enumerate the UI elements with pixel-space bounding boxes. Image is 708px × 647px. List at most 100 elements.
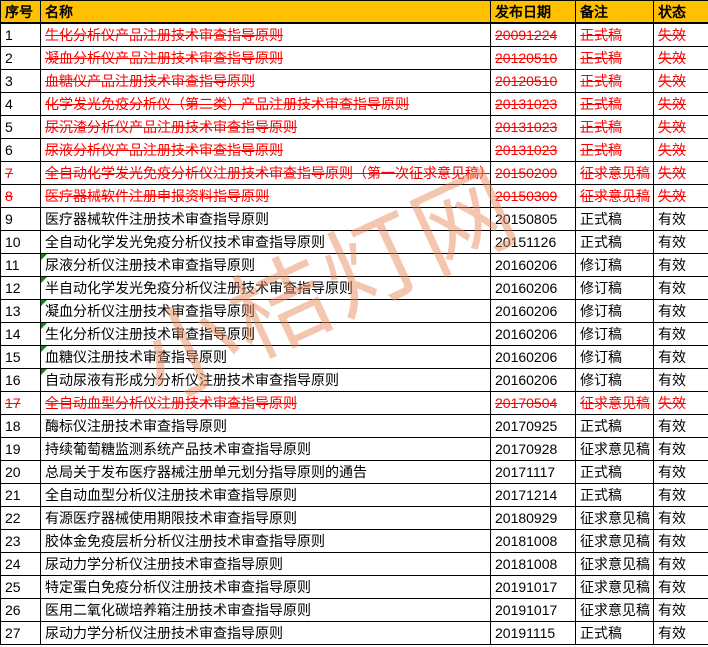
cell-status[interactable]: 有效 <box>653 437 708 461</box>
cell-remark[interactable]: 修订稿 <box>575 299 654 323</box>
cell-name[interactable]: 生化分析仪产品注册技术审查指导原则 <box>40 22 491 47</box>
cell-status[interactable]: 有效 <box>653 345 708 369</box>
cell-status[interactable]: 有效 <box>653 368 708 392</box>
cell-status[interactable]: 有效 <box>653 322 708 346</box>
cell-remark[interactable]: 征求意见稿 <box>575 529 654 553</box>
cell-status[interactable]: 失效 <box>653 161 708 185</box>
cell-date[interactable]: 20120510 <box>490 69 576 93</box>
table-row[interactable]: 1 生化分析仪产品注册技术审查指导原则 20091224 正式稿 失效 <box>0 22 708 47</box>
cell-name[interactable]: 凝血分析仪产品注册技术审查指导原则 <box>40 46 491 70</box>
cell-name[interactable]: 全自动化学发光免疫分析仪技术审查指导原则 <box>40 230 491 254</box>
table-row[interactable]: 25 特定蛋白免疫分析仪注册技术审查指导原则 20191017 征求意见稿 有效 <box>0 575 708 599</box>
cell-serial[interactable]: 8 <box>0 184 41 208</box>
cell-status[interactable]: 失效 <box>653 115 708 139</box>
cell-serial[interactable]: 13 <box>0 299 41 323</box>
cell-date[interactable]: 20191017 <box>490 598 576 622</box>
cell-remark[interactable]: 修订稿 <box>575 322 654 346</box>
cell-name[interactable]: 全自动血型分析仪注册技术审查指导原则 <box>40 391 491 415</box>
table-row[interactable]: 6 尿液分析仪产品注册技术审查指导原则 20131023 正式稿 失效 <box>0 138 708 162</box>
cell-status[interactable]: 失效 <box>653 184 708 208</box>
cell-remark[interactable]: 正式稿 <box>575 414 654 438</box>
table-row[interactable]: 24 尿动力学分析仪注册技术审查指导原则 20181008 征求意见稿 有效 <box>0 552 708 576</box>
cell-status[interactable]: 有效 <box>653 621 708 645</box>
cell-serial[interactable]: 7 <box>0 161 41 185</box>
cell-serial[interactable]: 24 <box>0 552 41 576</box>
cell-serial[interactable]: 1 <box>0 22 41 47</box>
cell-date[interactable]: 20180929 <box>490 506 576 530</box>
cell-date[interactable]: 20150805 <box>490 207 576 231</box>
cell-name[interactable]: 医用二氧化碳培养箱注册技术审查指导原则 <box>40 598 491 622</box>
cell-status[interactable]: 有效 <box>653 460 708 484</box>
cell-serial[interactable]: 6 <box>0 138 41 162</box>
cell-status[interactable]: 有效 <box>653 483 708 507</box>
cell-name[interactable]: 医疗器械软件注册申报资料指导原则 <box>40 184 491 208</box>
table-row[interactable]: 20 总局关于发布医疗器械注册单元划分指导原则的通告 20171117 正式稿 … <box>0 460 708 484</box>
cell-remark[interactable]: 征求意见稿 <box>575 575 654 599</box>
cell-status[interactable]: 有效 <box>653 276 708 300</box>
cell-date[interactable]: 20191115 <box>490 621 576 645</box>
cell-remark[interactable]: 征求意见稿 <box>575 437 654 461</box>
cell-date[interactable]: 20160206 <box>490 322 576 346</box>
cell-date[interactable]: 20171117 <box>490 460 576 484</box>
cell-remark[interactable]: 正式稿 <box>575 460 654 484</box>
cell-name[interactable]: 持续葡萄糖监测系统产品技术审查指导原则 <box>40 437 491 461</box>
table-row[interactable]: 7 全自动化学发光免疫分析仪注册技术审查指导原则（第一次征求意见稿） 20150… <box>0 161 708 185</box>
cell-status[interactable]: 失效 <box>653 22 708 47</box>
cell-name[interactable]: 尿沉渣分析仪产品注册技术审查指导原则 <box>40 115 491 139</box>
table-row[interactable]: 14 生化分析仪注册技术审查指导原则 20160206 修订稿 有效 <box>0 322 708 346</box>
table-row[interactable]: 8 医疗器械软件注册申报资料指导原则 20150309 征求意见稿 失效 <box>0 184 708 208</box>
cell-name[interactable]: 血糖仪产品注册技术审查指导原则 <box>40 69 491 93</box>
table-row[interactable]: 4 化学发光免疫分析仪（第二类）产品注册技术审查指导原则 20131023 正式… <box>0 92 708 116</box>
header-status[interactable]: 状态 <box>653 0 708 24</box>
cell-serial[interactable]: 10 <box>0 230 41 254</box>
cell-date[interactable]: 20120510 <box>490 46 576 70</box>
table-row[interactable]: 2 凝血分析仪产品注册技术审查指导原则 20120510 正式稿 失效 <box>0 46 708 70</box>
cell-name[interactable]: 血糖仪注册技术审查指导原则 <box>40 345 491 369</box>
cell-name[interactable]: 全自动化学发光免疫分析仪注册技术审查指导原则（第一次征求意见稿） <box>40 161 491 185</box>
cell-serial[interactable]: 22 <box>0 506 41 530</box>
cell-date[interactable]: 20170925 <box>490 414 576 438</box>
cell-date[interactable]: 20171214 <box>490 483 576 507</box>
cell-remark[interactable]: 征求意见稿 <box>575 598 654 622</box>
cell-status[interactable]: 有效 <box>653 230 708 254</box>
cell-name[interactable]: 有源医疗器械使用期限技术审查指导原则 <box>40 506 491 530</box>
cell-name[interactable]: 尿动力学分析仪注册技术审查指导原则 <box>40 621 491 645</box>
header-serial[interactable]: 序号 <box>0 0 41 24</box>
cell-date[interactable]: 20160206 <box>490 299 576 323</box>
table-row[interactable]: 5 尿沉渣分析仪产品注册技术审查指导原则 20131023 正式稿 失效 <box>0 115 708 139</box>
cell-serial[interactable]: 12 <box>0 276 41 300</box>
cell-serial[interactable]: 20 <box>0 460 41 484</box>
cell-name[interactable]: 全自动血型分析仪注册技术审查指导原则 <box>40 483 491 507</box>
cell-name[interactable]: 自动尿液有形成分分析仪注册技术审查指导原则 <box>40 368 491 392</box>
table-row[interactable]: 19 持续葡萄糖监测系统产品技术审查指导原则 20170928 征求意见稿 有效 <box>0 437 708 461</box>
cell-remark[interactable]: 征求意见稿 <box>575 184 654 208</box>
cell-serial[interactable]: 27 <box>0 621 41 645</box>
cell-remark[interactable]: 正式稿 <box>575 46 654 70</box>
cell-status[interactable]: 失效 <box>653 46 708 70</box>
cell-serial[interactable]: 21 <box>0 483 41 507</box>
cell-remark[interactable]: 正式稿 <box>575 92 654 116</box>
cell-serial[interactable]: 26 <box>0 598 41 622</box>
table-row[interactable]: 13 凝血分析仪注册技术审查指导原则 20160206 修订稿 有效 <box>0 299 708 323</box>
cell-date[interactable]: 20170504 <box>490 391 576 415</box>
cell-status[interactable]: 失效 <box>653 138 708 162</box>
cell-remark[interactable]: 征求意见稿 <box>575 391 654 415</box>
cell-remark[interactable]: 正式稿 <box>575 621 654 645</box>
cell-date[interactable]: 20181008 <box>490 529 576 553</box>
cell-serial[interactable]: 14 <box>0 322 41 346</box>
cell-name[interactable]: 尿液分析仪产品注册技术审查指导原则 <box>40 138 491 162</box>
cell-status[interactable]: 失效 <box>653 391 708 415</box>
cell-serial[interactable]: 15 <box>0 345 41 369</box>
cell-remark[interactable]: 正式稿 <box>575 115 654 139</box>
cell-serial[interactable]: 4 <box>0 92 41 116</box>
cell-serial[interactable]: 3 <box>0 69 41 93</box>
cell-name[interactable]: 胶体金免疫层析分析仪注册技术审查指导原则 <box>40 529 491 553</box>
table-row[interactable]: 16 自动尿液有形成分分析仪注册技术审查指导原则 20160206 修订稿 有效 <box>0 368 708 392</box>
cell-remark[interactable]: 修订稿 <box>575 345 654 369</box>
cell-remark[interactable]: 修订稿 <box>575 276 654 300</box>
table-row[interactable]: 11 尿液分析仪注册技术审查指导原则 20160206 修订稿 有效 <box>0 253 708 277</box>
cell-status[interactable]: 有效 <box>653 207 708 231</box>
cell-name[interactable]: 医疗器械软件注册技术审查指导原则 <box>40 207 491 231</box>
cell-serial[interactable]: 2 <box>0 46 41 70</box>
cell-serial[interactable]: 5 <box>0 115 41 139</box>
